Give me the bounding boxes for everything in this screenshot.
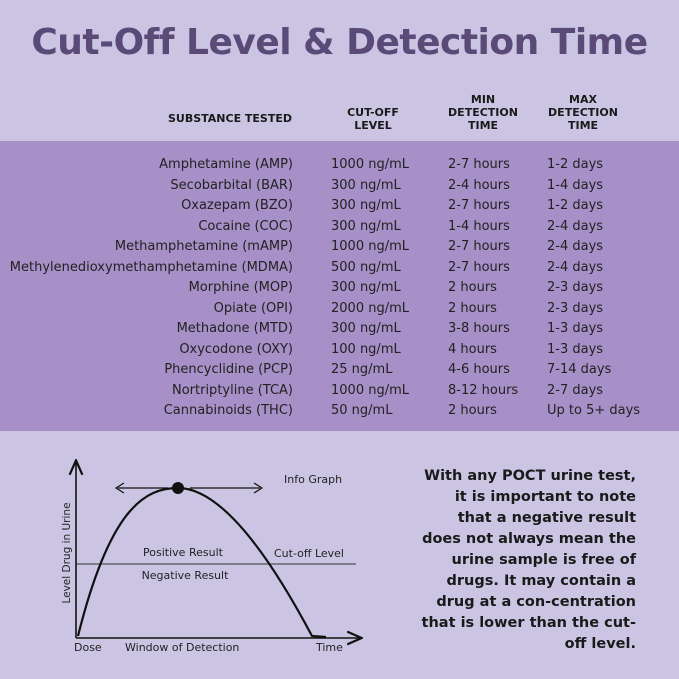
min-time-cell: 2 hours bbox=[448, 300, 497, 316]
table-row: Methylenedioxymethamphetamine (MDMA) 500… bbox=[0, 258, 679, 279]
cutoff-cell: 300 ng/mL bbox=[331, 321, 401, 336]
cutoff-cell: 1000 ng/mL bbox=[331, 382, 409, 398]
cutoff-cell: 2000 ng/mL bbox=[331, 300, 409, 316]
table-row: Methadone (MTD) 300 ng/mL 3-8 hours 1-3 … bbox=[0, 319, 679, 340]
negative-label: Negative Result bbox=[142, 569, 230, 582]
max-time-cell: 2-4 days bbox=[547, 259, 604, 275]
max-time-cell: 7-14 days bbox=[547, 362, 612, 377]
min-time-cell: 4 hours bbox=[448, 341, 497, 357]
table-row: Opiate (OPI) 2000 ng/mL 2 hours 2-3 days bbox=[0, 299, 679, 320]
min-time-cell: 2-7 hours bbox=[448, 239, 510, 254]
table-row: Methamphetamine (mAMP) 1000 ng/mL 2-7 ho… bbox=[0, 237, 679, 258]
substance-cell: Methylenedioxymethamphetamine (MDMA) bbox=[9, 259, 293, 275]
max-time-cell: 2-4 days bbox=[547, 239, 604, 254]
disclaimer-note: With any POCT urine test, it is importan… bbox=[421, 468, 636, 652]
max-time-cell: 1-3 days bbox=[547, 321, 604, 336]
header-min-detection: MIN DETECTION TIME bbox=[448, 93, 518, 132]
cutoff-cell: 1000 ng/mL bbox=[331, 157, 409, 172]
substance-cell: Nortriptyline (TCA) bbox=[171, 382, 293, 398]
substance-cell: Opiate (OPI) bbox=[213, 300, 293, 316]
detection-window-graph: Info Graph Level Drug in Urine Positive … bbox=[61, 448, 370, 654]
y-axis-label: Level Drug in Urine bbox=[61, 502, 73, 603]
substance-cell: Oxazepam (BZO) bbox=[181, 198, 293, 213]
max-time-cell: 2-7 days bbox=[547, 382, 604, 398]
table-row: Cocaine (COC) 300 ng/mL 1-4 hours 2-4 da… bbox=[0, 217, 679, 238]
header-cutoff: CUT-OFF LEVEL bbox=[347, 106, 399, 132]
substance-cell: Morphine (MOP) bbox=[188, 280, 293, 295]
graph-title: Info Graph bbox=[284, 473, 342, 486]
table-row: Cannabinoids (THC) 50 ng/mL 2 hours Up t… bbox=[0, 401, 679, 422]
cutoff-cell: 1000 ng/mL bbox=[331, 239, 409, 254]
min-time-cell: 1-4 hours bbox=[448, 218, 510, 234]
substance-cell: Methamphetamine (mAMP) bbox=[114, 239, 293, 254]
cutoff-cell: 300 ng/mL bbox=[331, 218, 401, 234]
positive-label: Positive Result bbox=[143, 546, 224, 559]
table-row: Oxazepam (BZO) 300 ng/mL 2-7 hours 1-2 d… bbox=[0, 196, 679, 217]
table-band bbox=[0, 141, 679, 431]
cutoff-cell: 300 ng/mL bbox=[331, 280, 401, 295]
cutoff-cell: 300 ng/mL bbox=[331, 177, 401, 193]
max-time-cell: Up to 5+ days bbox=[547, 403, 641, 418]
substance-cell: Secobarbital (BAR) bbox=[170, 177, 293, 193]
max-time-cell: 2-3 days bbox=[547, 300, 604, 316]
table-row: Phencyclidine (PCP) 25 ng/mL 4-6 hours 7… bbox=[0, 360, 679, 381]
peak-point bbox=[172, 482, 184, 494]
max-time-cell: 2-4 days bbox=[547, 218, 604, 234]
substance-cell: Methadone (MTD) bbox=[176, 321, 293, 336]
table-row: Morphine (MOP) 300 ng/mL 2 hours 2-3 day… bbox=[0, 278, 679, 299]
table-row: Nortriptyline (TCA) 1000 ng/mL 8-12 hour… bbox=[0, 381, 679, 402]
min-time-cell: 2-7 hours bbox=[448, 259, 510, 275]
time-label: Time bbox=[315, 641, 343, 654]
table-row: Secobarbital (BAR) 300 ng/mL 2-4 hours 1… bbox=[0, 176, 679, 197]
window-label: Window of Detection bbox=[125, 641, 239, 654]
min-time-cell: 2-4 hours bbox=[448, 177, 510, 193]
cutoff-label: Cut-off Level bbox=[274, 547, 344, 560]
cutoff-cell: 300 ng/mL bbox=[331, 198, 401, 213]
min-time-cell: 2-7 hours bbox=[448, 157, 510, 172]
substance-cell: Oxycodone (OXY) bbox=[179, 341, 293, 357]
cutoff-cell: 25 ng/mL bbox=[331, 362, 393, 377]
cutoff-cell: 100 ng/mL bbox=[331, 341, 401, 357]
min-time-cell: 8-12 hours bbox=[448, 382, 519, 398]
table-row: Amphetamine (AMP) 1000 ng/mL 2-7 hours 1… bbox=[0, 155, 679, 176]
substance-cell: Cocaine (COC) bbox=[198, 218, 293, 234]
detection-table: Amphetamine (AMP) 1000 ng/mL 2-7 hours 1… bbox=[0, 155, 679, 422]
header-max-detection: MAX DETECTION TIME bbox=[548, 93, 618, 132]
max-time-cell: 2-3 days bbox=[547, 280, 604, 295]
max-time-cell: 1-4 days bbox=[547, 177, 604, 193]
table-row: Oxycodone (OXY) 100 ng/mL 4 hours 1-3 da… bbox=[0, 340, 679, 361]
min-time-cell: 4-6 hours bbox=[448, 362, 510, 377]
cutoff-cell: 50 ng/mL bbox=[331, 403, 393, 418]
substance-cell: Cannabinoids (THC) bbox=[163, 403, 293, 418]
max-time-cell: 1-2 days bbox=[547, 198, 604, 213]
page-title: Cut-Off Level & Detection Time bbox=[31, 22, 648, 63]
min-time-cell: 2 hours bbox=[448, 403, 497, 418]
max-time-cell: 1-2 days bbox=[547, 157, 604, 172]
substance-cell: Phencyclidine (PCP) bbox=[164, 362, 293, 377]
max-time-cell: 1-3 days bbox=[547, 341, 604, 357]
min-time-cell: 2 hours bbox=[448, 280, 497, 295]
drug-level-curve bbox=[76, 486, 327, 639]
substance-cell: Amphetamine (AMP) bbox=[159, 157, 293, 172]
header-substance: SUBSTANCE TESTED bbox=[167, 112, 293, 125]
cutoff-cell: 500 ng/mL bbox=[331, 259, 401, 275]
dose-label: Dose bbox=[74, 641, 102, 654]
min-time-cell: 2-7 hours bbox=[448, 198, 510, 213]
min-time-cell: 3-8 hours bbox=[448, 321, 510, 336]
